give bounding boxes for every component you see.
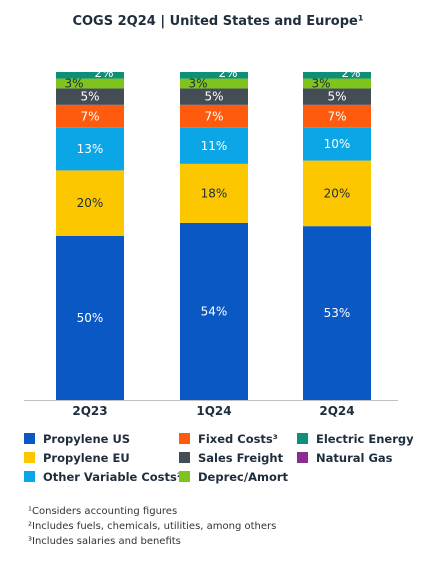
bar-segment [303, 160, 371, 227]
legend-swatch [179, 433, 190, 444]
legend-item: Propylene US [24, 431, 179, 446]
bar-segment [56, 72, 124, 79]
data-label: 2% [218, 66, 237, 80]
bar-segment [56, 236, 124, 400]
legend-swatch [24, 471, 35, 482]
data-label: 53% [324, 306, 351, 320]
legend-item: Fixed Costs³ [179, 431, 297, 446]
legend-swatch [179, 471, 190, 482]
data-label: 13% [77, 142, 104, 156]
category-label: 2Q23 [72, 404, 107, 418]
legend-swatch [297, 452, 308, 463]
data-label: 3% [188, 76, 207, 90]
legend-swatch [179, 452, 190, 463]
bar-segment [180, 104, 248, 128]
legend-label: Other Variable Costs² [43, 469, 182, 484]
data-label: 5% [80, 90, 99, 104]
bar-segment [303, 78, 371, 89]
data-label: 18% [201, 186, 228, 200]
data-label: 5% [204, 90, 223, 104]
data-label: 50% [77, 311, 104, 325]
bar-segment [303, 127, 371, 161]
data-label: 54% [201, 304, 228, 318]
legend-item: Deprec/Amort [179, 469, 297, 484]
footnotes: ¹Considers accounting figures ²Includes … [28, 504, 276, 549]
legend-swatch [24, 452, 35, 463]
footnote-3: ³Includes salaries and benefits [28, 536, 181, 547]
legend-swatch [297, 433, 308, 444]
bar-segment [56, 170, 124, 236]
bar-segment [303, 104, 371, 128]
data-label: 20% [77, 196, 104, 210]
legend: Propylene US Fixed Costs³ Electric Energy P… [24, 431, 424, 484]
bar-segment [56, 78, 124, 89]
data-label: 3% [311, 76, 330, 90]
bar-segment [180, 88, 248, 105]
bar-segment [303, 72, 371, 79]
bar-segment [56, 88, 124, 105]
legend-label: Fixed Costs³ [198, 431, 278, 446]
data-label: 11% [201, 139, 228, 153]
legend-item: Electric Energy [297, 431, 424, 446]
footnote-2: ²Includes fuels, chemicals, utilities, a… [28, 521, 277, 532]
legend-item: Natural Gas [297, 450, 424, 465]
bar-segment [180, 72, 248, 79]
chart-title: COGS 2Q24 | United States and Europe¹ [72, 14, 364, 29]
category-label: 1Q24 [196, 404, 231, 418]
data-label: 5% [327, 90, 346, 104]
bar-segment [180, 163, 248, 223]
stacked-bar-chart: 50%20%13%7%5%3%2%2Q2354%18%11%7%5%3%2%1Q… [24, 66, 398, 418]
legend-label: Deprec/Amort [198, 469, 289, 484]
bar-segment [303, 226, 371, 400]
bar-segment [180, 222, 248, 400]
bar-segment [303, 88, 371, 105]
legend-swatch [24, 433, 35, 444]
legend-label: Sales Freight [198, 450, 284, 465]
bar-segment [180, 78, 248, 89]
data-label: 2% [341, 66, 360, 80]
legend-item: Other Variable Costs² [24, 469, 182, 484]
bar-segment [56, 104, 124, 128]
legend-label: Natural Gas [316, 450, 393, 465]
legend-item: Sales Freight [179, 450, 297, 465]
footnote-1: ¹Considers accounting figures [28, 506, 178, 517]
bar-segment [180, 127, 248, 164]
legend-label: Propylene US [43, 431, 131, 446]
category-label: 2Q24 [319, 404, 354, 418]
legend-label: Electric Energy [316, 431, 414, 446]
data-label: 20% [324, 186, 351, 200]
bar-segment [56, 127, 124, 171]
data-label: 7% [204, 109, 223, 123]
data-label: 10% [324, 137, 351, 151]
legend-item: Propylene EU [24, 450, 179, 465]
legend-label: Propylene EU [43, 450, 130, 465]
data-label: 3% [64, 76, 83, 90]
data-label: 7% [80, 109, 99, 123]
data-label: 7% [327, 109, 346, 123]
data-label: 2% [94, 66, 113, 80]
